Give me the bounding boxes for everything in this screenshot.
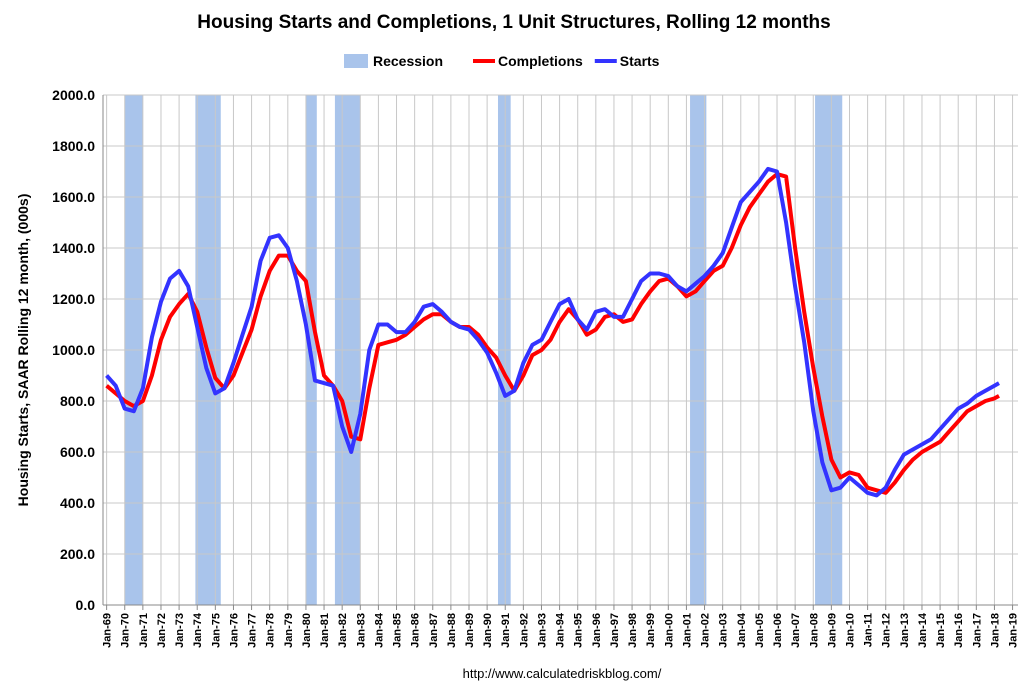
x-tick-label: Jan-87 [428,613,440,648]
x-tick-label: Jan-99 [645,613,657,648]
x-tick-label: Jan-01 [681,613,693,648]
x-tick-label: Jan-71 [138,613,150,648]
y-tick-label: 200.0 [60,546,95,562]
source: http://www.calculatedriskblog.com/ [463,666,662,681]
y-tick-label: 0.0 [76,597,96,613]
x-tick-label: Jan-78 [265,613,277,648]
legend-label: Completions [498,53,583,69]
legend-label: Recession [373,53,443,69]
legend-swatch [344,54,368,68]
series-line [105,166,1000,498]
series-line [105,172,1000,495]
x-tick-label: Jan-08 [808,613,820,648]
x-tick-label: Jan-10 [844,613,856,648]
x-tick-label: Jan-18 [989,613,1001,648]
x-tick-label: Jan-05 [754,613,766,648]
x-tick-label: Jan-85 [392,613,404,648]
legend-label: Starts [620,53,660,69]
x-tick-label: Jan-03 [718,613,730,648]
x-tick-label: Jan-04 [736,612,748,648]
y-tick-label: 600.0 [60,444,95,460]
x-tick-label: Jan-13 [899,613,911,648]
x-tick-label: Jan-79 [283,613,295,648]
y-tick-label: 1200.0 [52,291,95,307]
y-tick-label: 400.0 [60,495,95,511]
x-tick-label: Jan-07 [790,613,802,648]
x-tick-label: Jan-11 [863,613,875,647]
y-tick-label: 1000.0 [52,342,95,358]
x-tick-label: Jan-88 [446,613,458,648]
x-tick-label: Jan-02 [700,613,712,648]
x-tick-label: Jan-73 [174,613,186,648]
plot-area [103,94,1018,606]
x-tick-label: Jan-97 [609,613,621,648]
x-tick-label: Jan-82 [337,613,349,648]
chart-title: Housing Starts and Completions, 1 Unit S… [197,12,830,33]
x-tick-label: Jan-15 [935,613,947,648]
y-tick-label: 800.0 [60,393,95,409]
x-tick-label: Jan-75 [210,613,222,648]
x-tick-label: Jan-06 [772,613,784,648]
x-tick-label: Jan-72 [156,613,168,648]
x-tick-label: Jan-98 [627,613,639,648]
x-tick-label: Jan-93 [536,613,548,648]
y-tick-label: 1800.0 [52,138,95,154]
y-tick-label: 1600.0 [52,189,95,205]
x-tick-label: Jan-19 [1008,613,1020,648]
y-tick-label: 2000.0 [52,87,95,103]
x-tick-label: Jan-70 [120,613,132,648]
x-tick-label: Jan-91 [500,613,512,648]
y-axis-label: Housing Starts, SAAR Rolling 12 month, (… [15,194,31,507]
x-tick-label: Jan-86 [410,613,422,648]
x-tick-label: Jan-69 [102,613,114,648]
legend: Recession Completions Starts [344,53,660,69]
x-tick-label: Jan-09 [826,613,838,648]
x-tick-label: Jan-14 [917,612,929,648]
x-tick-label: Jan-89 [464,613,476,648]
x-tick-label: Jan-90 [482,613,494,648]
x-tick-label: Jan-12 [881,613,893,648]
x-tick-label: Jan-74 [192,612,204,648]
x-tick-label: Jan-92 [518,613,530,648]
x-tick-label: Jan-84 [373,612,385,648]
x-tick-label: Jan-95 [573,613,585,648]
x-tick-label: Jan-83 [355,613,367,648]
x-tick-label: Jan-16 [953,613,965,648]
x-tick-label: Jan-94 [555,612,567,648]
x-tick-label: Jan-77 [247,613,259,648]
x-tick-label: Jan-00 [663,613,675,648]
x-tick-label: Jan-17 [971,613,983,648]
x-tick-label: Jan-81 [319,613,331,648]
y-tick-label: 1400.0 [52,240,95,256]
x-tick-label: Jan-76 [228,613,240,648]
x-tick-label: Jan-96 [591,613,603,648]
x-tick-label: Jan-80 [301,613,313,648]
